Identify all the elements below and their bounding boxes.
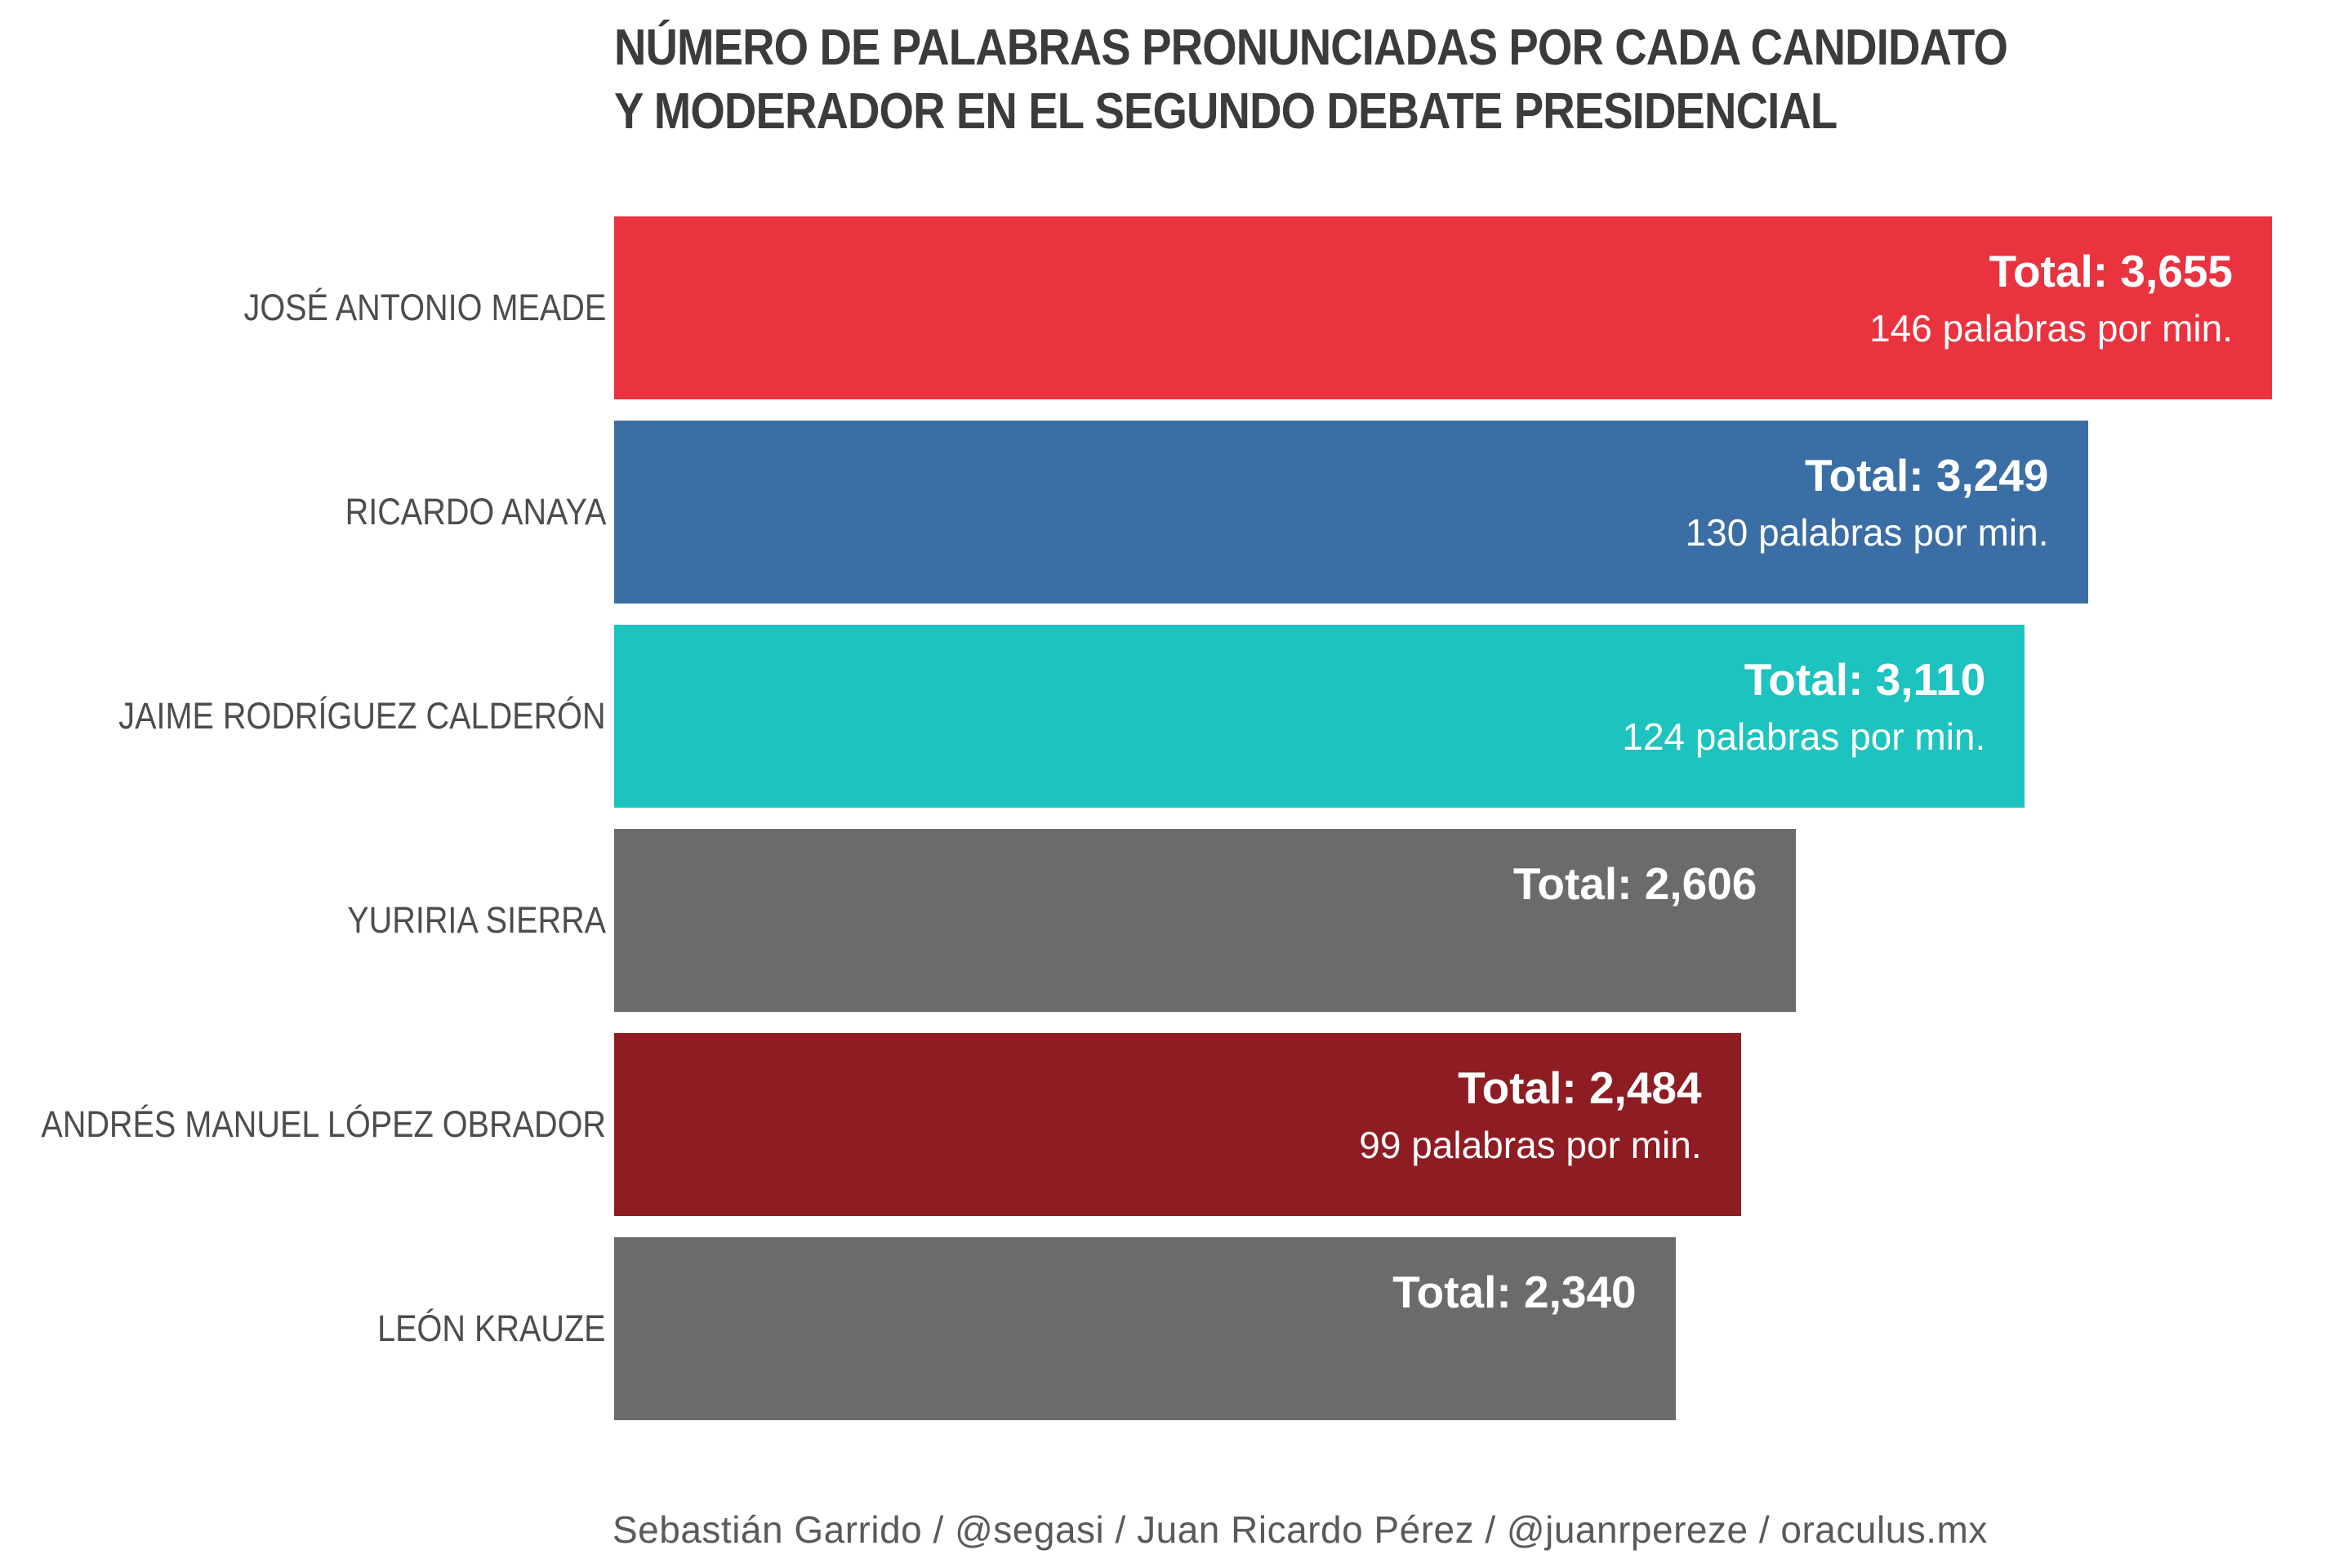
category-label-cell: YURIRIA SIERRA [0,829,614,1012]
bar-row: ANDRÉS MANUEL LÓPEZ OBRADOR Total: 2,484… [0,1033,2352,1216]
bar: Total: 2,484 99 palabras por min. [614,1033,1741,1216]
category-label-cell: ANDRÉS MANUEL LÓPEZ OBRADOR [0,1033,614,1216]
bar-total-label: Total: 3,110 [1744,654,1986,705]
category-label-cell: JOSÉ ANTONIO MEADE [0,216,614,399]
bar: Total: 3,110 124 palabras por min. [614,625,2025,808]
bar-track: Total: 3,655 146 palabras por min. [614,216,2272,399]
bar-rate-label: 99 palabras por min. [1359,1124,1702,1166]
bar-total-label: Total: 3,655 [1989,246,2233,296]
bar-chart: JOSÉ ANTONIO MEADE Total: 3,655 146 pala… [0,216,2352,1441]
bar-track: Total: 2,606 [614,829,2272,1012]
bar-value-labels: Total: 2,606 [1513,858,1757,909]
bar: Total: 3,655 146 palabras por min. [614,216,2272,399]
bar-value-labels: Total: 2,340 [1392,1267,1637,1317]
bar-track: Total: 3,249 130 palabras por min. [614,421,2272,604]
bar-total-label: Total: 2,484 [1458,1062,1702,1113]
bar-track: Total: 2,484 99 palabras por min. [614,1033,2272,1216]
bar-row: JOSÉ ANTONIO MEADE Total: 3,655 146 pala… [0,216,2352,399]
category-label: LEÓN KRAUZE [377,1307,606,1349]
category-label: JOSÉ ANTONIO MEADE [243,287,606,328]
bar-track: Total: 2,340 [614,1237,2272,1420]
bar-row: LEÓN KRAUZE Total: 2,340 [0,1237,2352,1420]
bar-total-label: Total: 2,340 [1392,1267,1637,1317]
bar-rate-label: 124 palabras por min. [1622,715,1986,758]
bar: Total: 2,606 [614,829,1797,1012]
chart-title-line-1: NÚMERO DE PALABRAS PRONUNCIADAS POR CADA… [614,20,2008,76]
bar-value-labels: Total: 3,655 146 palabras por min. [1869,246,2233,352]
bar-row: JAIME RODRÍGUEZ CALDERÓN Total: 3,110 12… [0,625,2352,808]
bar-value-labels: Total: 3,110 124 palabras por min. [1622,654,1985,760]
bar-row: RICARDO ANAYA Total: 3,249 130 palabras … [0,421,2352,604]
bar-rate-label: 146 palabras por min. [1869,307,2233,350]
chart-title: NÚMERO DE PALABRAS PRONUNCIADAS POR CADA… [614,16,2008,144]
bar-value-labels: Total: 2,484 99 palabras por min. [1359,1062,1701,1169]
bar-total-label: Total: 2,606 [1512,858,1757,909]
chart-title-line-2: Y MODERADOR EN EL SEGUNDO DEBATE PRESIDE… [614,83,1838,140]
bar-row: YURIRIA SIERRA Total: 2,606 [0,829,2352,1012]
bar-value-labels: Total: 3,249 130 palabras por min. [1686,450,2049,556]
bar-track: Total: 3,110 124 palabras por min. [614,625,2272,808]
category-label-cell: RICARDO ANAYA [0,421,614,604]
bar-rate-label: 130 palabras por min. [1685,511,2049,554]
category-label: JAIME RODRÍGUEZ CALDERÓN [118,695,606,737]
bar: Total: 2,340 [614,1237,1676,1420]
bar: Total: 3,249 130 palabras por min. [614,421,2088,604]
category-label: ANDRÉS MANUEL LÓPEZ OBRADOR [41,1103,606,1145]
category-label-cell: JAIME RODRÍGUEZ CALDERÓN [0,625,614,808]
category-label: RICARDO ANAYA [345,491,606,532]
bar-total-label: Total: 3,249 [1804,450,2049,501]
category-label: YURIRIA SIERRA [347,899,606,941]
category-label-cell: LEÓN KRAUZE [0,1237,614,1420]
source-credit: Sebastián Garrido / @segasi / Juan Ricar… [612,1508,1988,1551]
